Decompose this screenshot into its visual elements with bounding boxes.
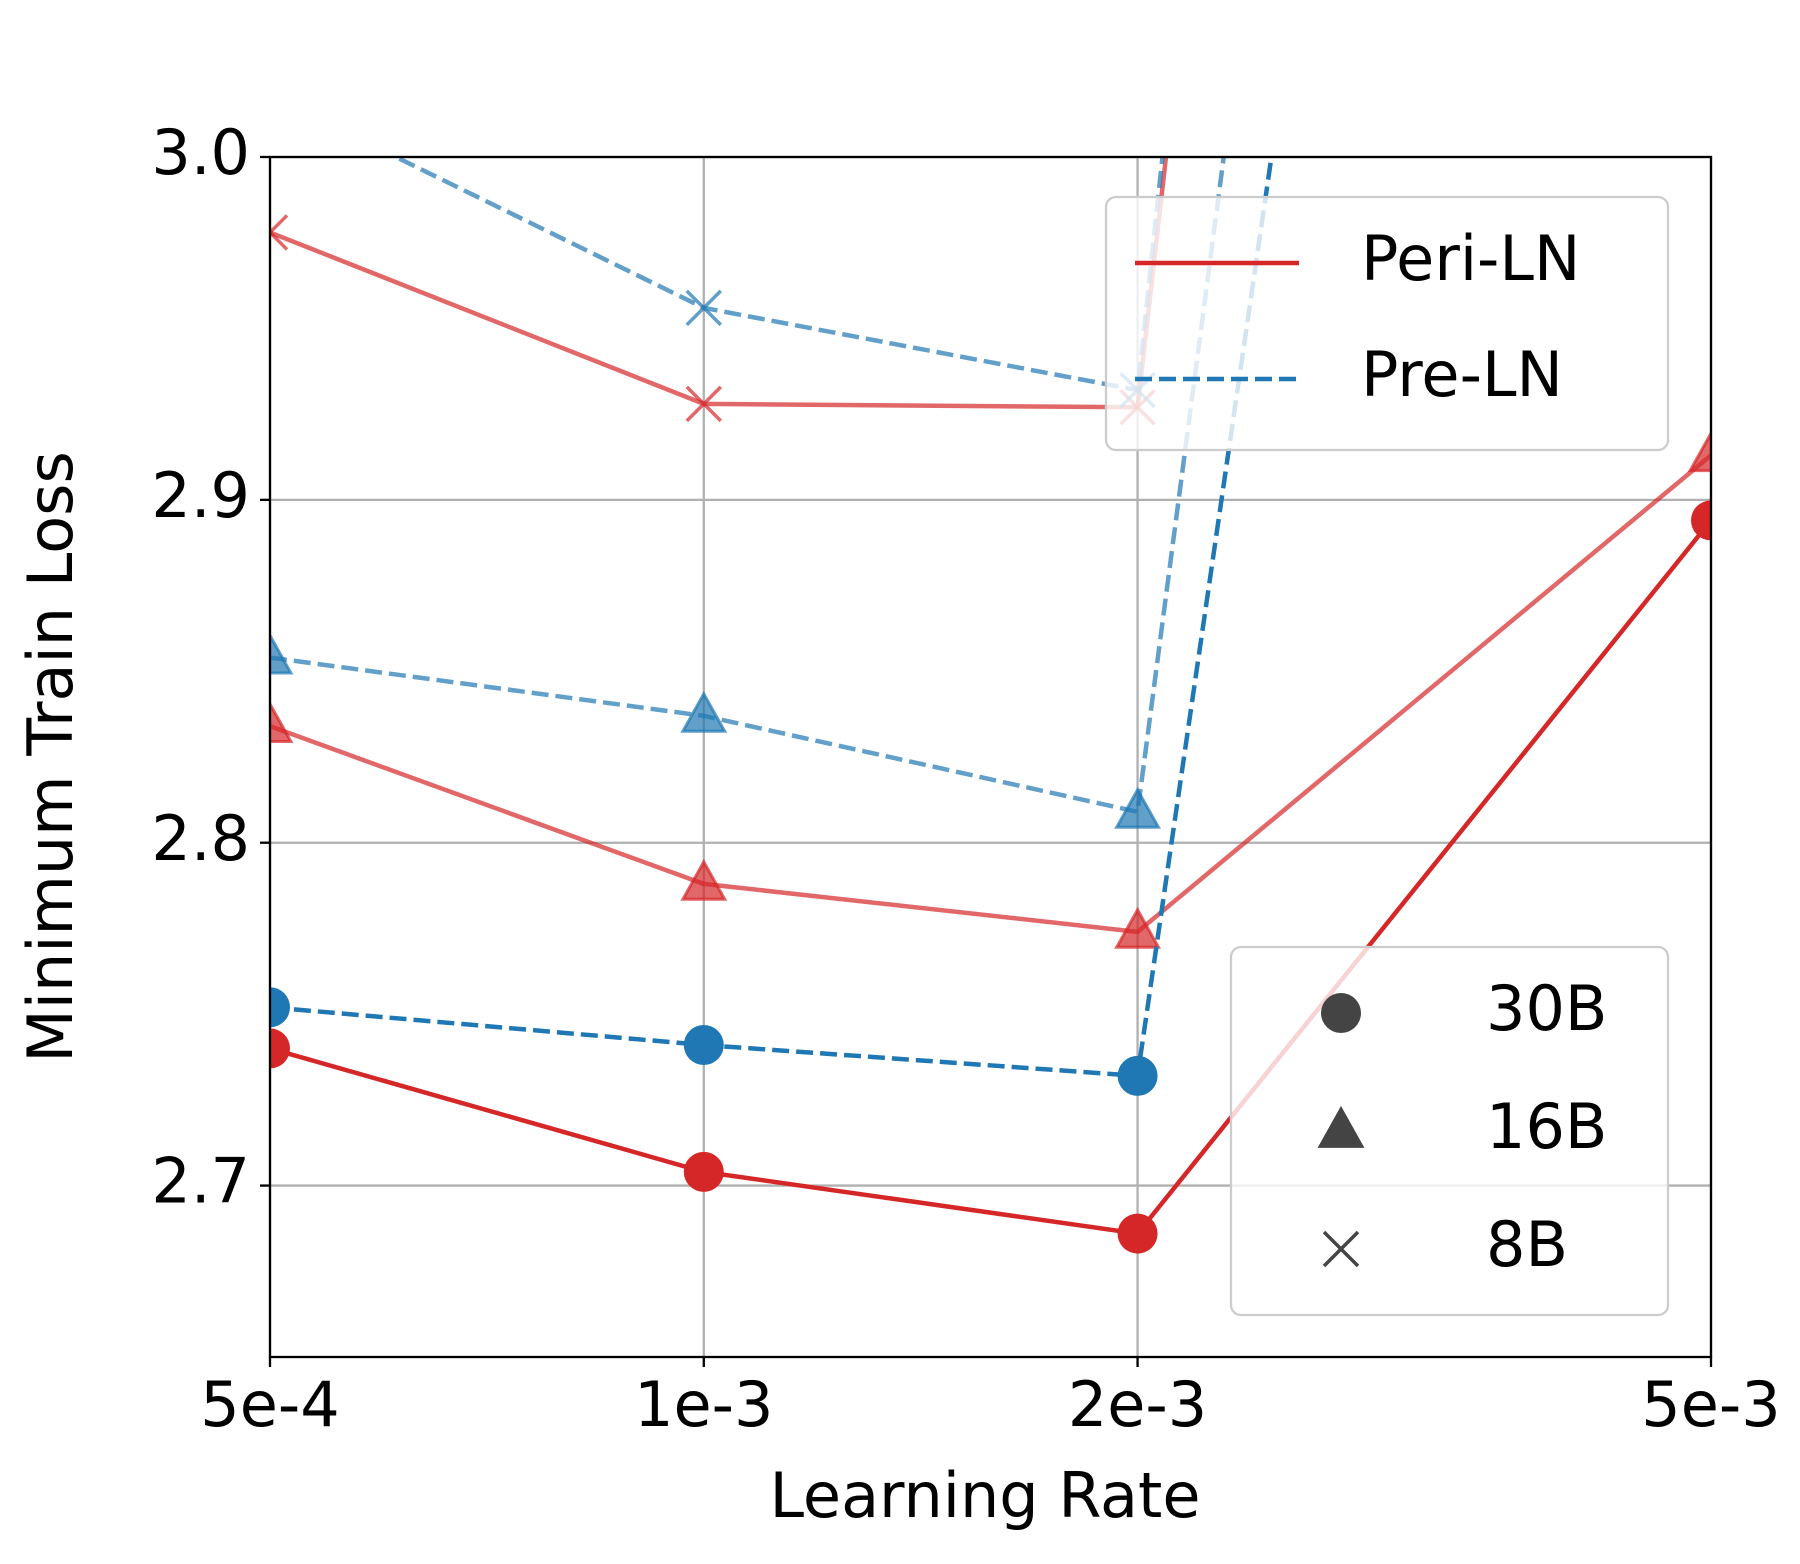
series-line	[390, 157, 1165, 393]
marker	[683, 1151, 724, 1192]
legend-box	[1104, 195, 1670, 452]
marker	[1691, 500, 1711, 541]
marker	[270, 214, 289, 251]
marker	[1687, 430, 1711, 473]
y-axis-label: Minimum Train Loss	[14, 451, 87, 1063]
legend-box	[1229, 945, 1670, 1317]
legend: Peri-LN Pre-LN	[1104, 195, 1670, 452]
marker	[270, 1028, 290, 1069]
y-tick-label: 2.9	[151, 459, 250, 532]
marker	[680, 858, 728, 901]
legend-label: 30B	[1486, 972, 1607, 1045]
y-tick-label: 3.0	[151, 116, 250, 189]
series-line	[270, 157, 1274, 1079]
marker	[1321, 993, 1361, 1033]
y-tick-label: 2.8	[151, 802, 250, 875]
legend-label: Pre-LN	[1361, 338, 1563, 411]
x-tick-label: 5e-4	[200, 1368, 339, 1441]
marker	[1117, 1213, 1158, 1254]
legend-label: 16B	[1486, 1090, 1607, 1163]
marker	[1317, 1105, 1365, 1148]
marker	[253, 78, 287, 112]
marker	[685, 289, 723, 327]
marker	[1322, 1230, 1360, 1268]
marker	[680, 690, 728, 733]
axes-frame	[268, 155, 1713, 1359]
legend-label: 8B	[1486, 1208, 1568, 1281]
marker	[1114, 786, 1162, 829]
x-tick-label: 5e-3	[1641, 1368, 1780, 1441]
marker	[685, 385, 723, 423]
series-line	[270, 157, 1169, 410]
marker	[270, 987, 290, 1028]
series-line	[270, 519, 1711, 1236]
marker	[270, 701, 294, 744]
x-tick-label: 2e-3	[1068, 1368, 1207, 1441]
marker	[270, 632, 294, 675]
x-tick-label: 1e-3	[634, 1368, 773, 1441]
series-line	[270, 157, 1227, 815]
marker	[1114, 906, 1162, 949]
legend: 30B 16B 8B	[1229, 945, 1670, 1317]
series-line	[270, 453, 1711, 935]
marker	[1117, 1055, 1158, 1096]
marker	[683, 1025, 724, 1065]
legend-label: Peri-LN	[1361, 222, 1580, 295]
y-tick-label: 2.7	[151, 1145, 250, 1218]
x-axis-label: Learning Rate	[769, 1459, 1200, 1532]
plot-area	[253, 78, 1711, 1254]
